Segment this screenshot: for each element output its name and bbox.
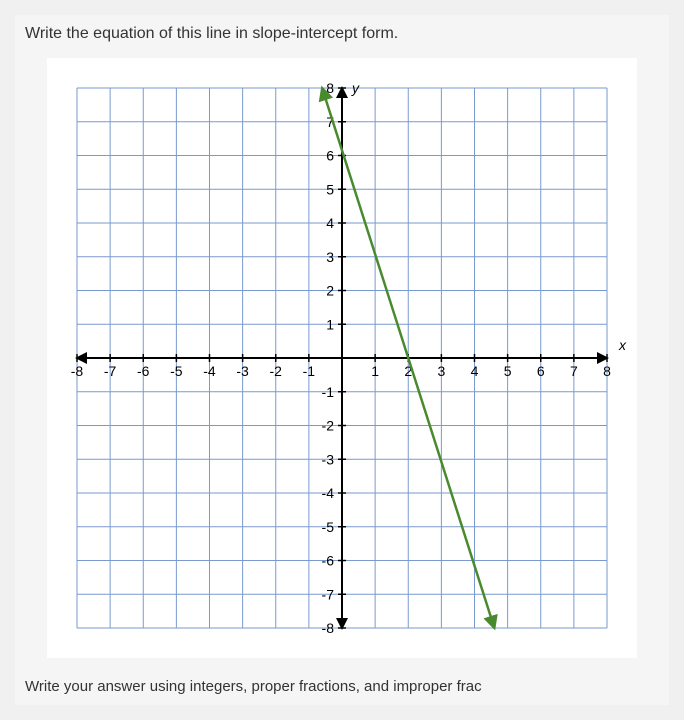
question-container: Write the equation of this line in slope… <box>15 15 669 705</box>
svg-text:7: 7 <box>570 363 578 379</box>
svg-text:-8: -8 <box>322 620 335 636</box>
svg-text:-5: -5 <box>322 519 335 535</box>
svg-text:4: 4 <box>471 363 479 379</box>
svg-text:3: 3 <box>326 249 334 265</box>
svg-text:-6: -6 <box>137 363 150 379</box>
svg-text:x: x <box>618 337 627 353</box>
svg-text:-4: -4 <box>322 485 335 501</box>
svg-text:8: 8 <box>326 80 334 96</box>
footer-instruction: Write your answer using integers, proper… <box>25 678 659 695</box>
svg-text:6: 6 <box>326 148 334 164</box>
svg-text:1: 1 <box>326 316 334 332</box>
svg-text:5: 5 <box>326 181 334 197</box>
svg-text:5: 5 <box>504 363 512 379</box>
coordinate-graph: -8 -7 -6 -5 -4 -3 -2 -1 1 2 3 4 5 6 7 8 -8 -7 -6 -5 -4 -3 -2 -1… <box>47 58 637 658</box>
svg-text:8: 8 <box>603 363 611 379</box>
svg-text:-7: -7 <box>104 363 117 379</box>
svg-text:-1: -1 <box>303 363 316 379</box>
svg-text:-2: -2 <box>270 363 283 379</box>
svg-text:-4: -4 <box>203 363 216 379</box>
svg-text:-5: -5 <box>170 363 183 379</box>
svg-text:-7: -7 <box>322 586 335 602</box>
svg-text:-2: -2 <box>322 418 335 434</box>
svg-text:-6: -6 <box>322 553 335 569</box>
svg-text:-8: -8 <box>71 363 84 379</box>
svg-text:1: 1 <box>371 363 379 379</box>
svg-text:3: 3 <box>437 363 445 379</box>
svg-text:2: 2 <box>326 283 334 299</box>
svg-text:4: 4 <box>326 215 334 231</box>
svg-text:y: y <box>351 80 360 96</box>
svg-text:-1: -1 <box>322 384 335 400</box>
svg-text:-3: -3 <box>236 363 249 379</box>
svg-text:6: 6 <box>537 363 545 379</box>
graph-wrapper: -8 -7 -6 -5 -4 -3 -2 -1 1 2 3 4 5 6 7 8 -8 -7 -6 -5 -4 -3 -2 -1… <box>25 58 659 658</box>
svg-text:-3: -3 <box>322 451 335 467</box>
prompt-text: Write the equation of this line in slope… <box>25 25 659 43</box>
